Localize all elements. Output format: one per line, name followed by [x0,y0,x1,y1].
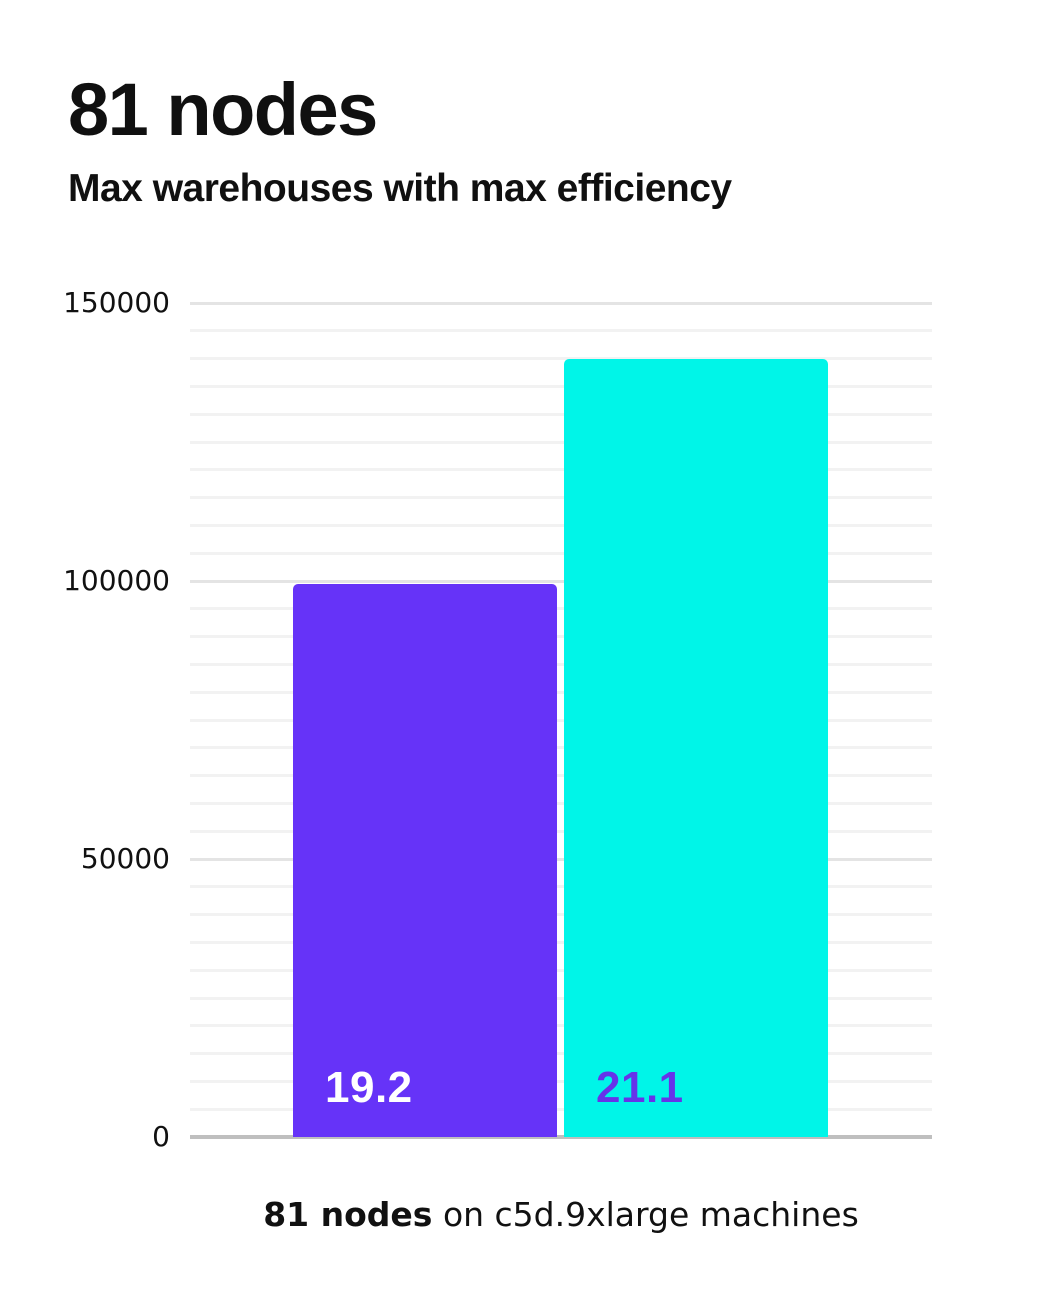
x-axis-line [190,1135,932,1139]
minor-gridline [190,412,932,416]
minor-gridline [190,829,932,833]
caption-regular-text: on c5d.9xlarge machines [432,1195,859,1234]
minor-gridline [190,329,932,333]
page-subtitle: Max warehouses with max efficiency [68,167,732,210]
major-gridline [190,579,932,583]
minor-gridline [190,774,932,778]
y-tick-label-100000: 100000 [63,564,170,597]
y-tick-label-0: 0 [152,1120,170,1153]
major-gridline [190,857,932,861]
y-tick-label-50000: 50000 [80,842,170,875]
chart-caption: 81 nodes on c5d.9xlarge machines [190,1192,932,1238]
bar-19-2: 19.2 [293,583,557,1137]
minor-gridline [190,885,932,889]
card: 81 nodes Max warehouses with max efficie… [63,68,932,1238]
bar-21-1: 21.1 [564,358,828,1137]
page-title: 81 nodes [68,68,378,151]
y-tick-label-150000: 150000 [63,286,170,319]
minor-gridline [190,357,932,361]
minor-gridline [190,690,932,694]
caption-bold-text: 81 nodes [263,1195,433,1234]
minor-gridline [190,523,932,527]
minor-gridline [190,1079,932,1083]
major-gridline [190,301,932,305]
minor-gridline [190,635,932,639]
minor-gridline [190,913,932,917]
minor-gridline [190,746,932,750]
minor-gridline [190,384,932,388]
minor-gridline [190,1024,932,1028]
minor-gridline [190,468,932,472]
minor-gridline [190,496,932,500]
minor-gridline [190,607,932,611]
minor-gridline [190,996,932,1000]
minor-gridline [190,718,932,722]
minor-gridline [190,801,932,805]
bar-chart: 150000 100000 50000 0 19.2 21.1 [63,286,932,1153]
bar-value-label-19-2: 19.2 [325,1062,413,1112]
bar-value-label-21-1: 21.1 [596,1062,684,1112]
minor-gridline [190,662,932,666]
minor-gridline [190,551,932,555]
minor-gridline [190,968,932,972]
minor-gridline [190,940,932,944]
minor-gridline [190,1052,932,1056]
minor-gridline [190,440,932,444]
minor-gridline [190,1107,932,1111]
